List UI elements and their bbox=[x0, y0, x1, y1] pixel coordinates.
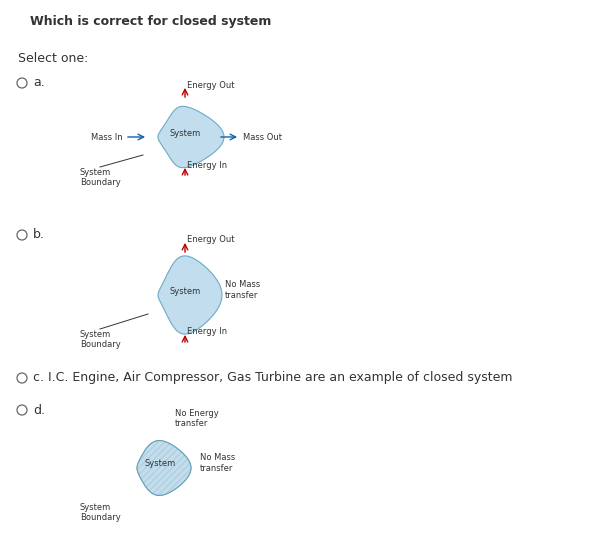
Text: System
Boundary: System Boundary bbox=[80, 330, 121, 349]
Text: System: System bbox=[169, 287, 200, 295]
Text: Select one:: Select one: bbox=[18, 52, 88, 65]
Text: a.: a. bbox=[33, 76, 45, 89]
Text: Energy In: Energy In bbox=[187, 327, 227, 337]
Text: d.: d. bbox=[33, 404, 45, 417]
Text: No Mass
transfer: No Mass transfer bbox=[200, 453, 235, 473]
Polygon shape bbox=[137, 440, 191, 496]
Text: System: System bbox=[169, 129, 200, 137]
Text: b.: b. bbox=[33, 228, 45, 241]
Polygon shape bbox=[158, 107, 224, 168]
Text: System: System bbox=[145, 459, 176, 469]
Text: Energy Out: Energy Out bbox=[187, 81, 235, 89]
Text: No Energy
transfer: No Energy transfer bbox=[175, 408, 219, 428]
Text: c. I.C. Engine, Air Compressor, Gas Turbine are an example of closed system: c. I.C. Engine, Air Compressor, Gas Turb… bbox=[33, 372, 512, 385]
Text: Energy In: Energy In bbox=[187, 161, 227, 169]
Text: No Mass
transfer: No Mass transfer bbox=[225, 280, 261, 300]
Text: Which is correct for closed system: Which is correct for closed system bbox=[30, 15, 272, 28]
Text: Energy Out: Energy Out bbox=[187, 235, 235, 245]
Text: Mass In: Mass In bbox=[91, 133, 123, 142]
Polygon shape bbox=[158, 256, 222, 334]
Text: System
Boundary: System Boundary bbox=[80, 168, 121, 187]
Text: Mass Out: Mass Out bbox=[243, 133, 282, 142]
Text: System
Boundary: System Boundary bbox=[80, 503, 121, 523]
